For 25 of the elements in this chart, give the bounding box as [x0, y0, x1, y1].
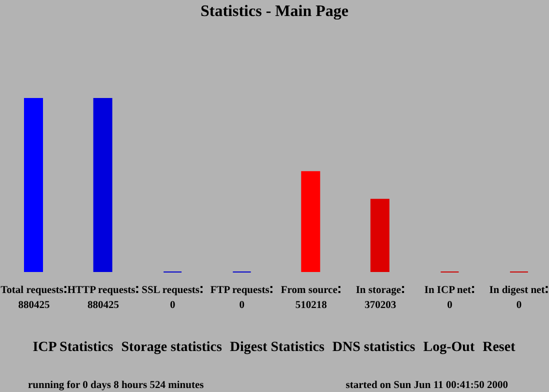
- text: Digest Statistics: [230, 340, 325, 355]
- data-label: 510218: [295, 300, 327, 311]
- chart-title: Statistics - Main Page: [200, 3, 348, 20]
- data-label: 0: [447, 300, 452, 311]
- data-label: 0: [516, 300, 522, 311]
- data-label: 880425: [88, 300, 120, 311]
- x-tick-label: In storage: [356, 285, 402, 296]
- x-tick-label: In digest net: [489, 285, 546, 296]
- data-label: 880425: [18, 300, 50, 311]
- data-label: 370203: [364, 300, 396, 311]
- x-tick-label: From source: [280, 285, 338, 296]
- text: DNS statistics: [332, 340, 416, 355]
- text: started on Sun Jun 11 00:41:50 2000: [346, 380, 508, 391]
- data-label: 0: [239, 300, 244, 311]
- text: Reset: [482, 340, 516, 355]
- x-tick-label: In ICP net: [424, 285, 472, 296]
- text: Storage statistics: [121, 340, 222, 355]
- x-tick-label: FTP requests: [210, 285, 270, 296]
- x-tick-label: SSL requests: [142, 285, 200, 296]
- text: ICP Statistics: [32, 340, 114, 355]
- x-tick-label: HTTP requests: [67, 285, 136, 296]
- text: running for 0 days 8 hours 524 minutes: [28, 380, 204, 391]
- data-label: 0: [170, 300, 176, 311]
- x-tick-label: Total requests: [0, 285, 64, 296]
- text: Log-Out: [423, 340, 475, 355]
